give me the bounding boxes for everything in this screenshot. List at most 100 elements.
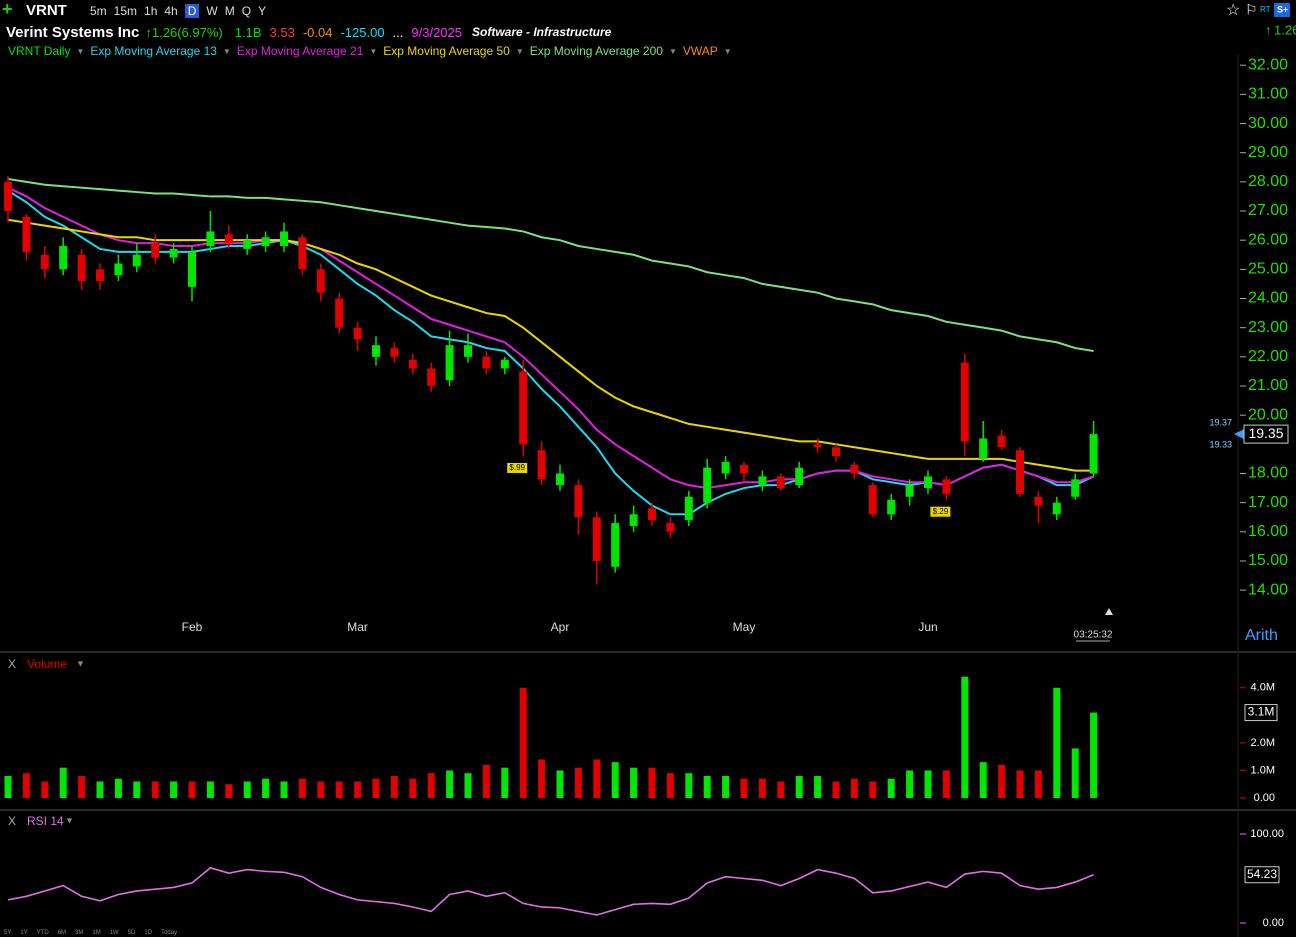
volume-bar [519, 687, 527, 798]
range-button[interactable]: 1D [144, 929, 153, 936]
y-tick-label: 4.0M [1251, 682, 1275, 694]
volume-bar [887, 778, 895, 798]
candle-body [335, 298, 344, 328]
s-plus-badge[interactable] [1274, 3, 1290, 17]
timeframe-button[interactable]: M [224, 4, 235, 18]
candle-body [445, 345, 454, 381]
candle-body [758, 476, 767, 486]
range-button[interactable]: 3M [75, 929, 84, 936]
candle-body [997, 435, 1006, 448]
caret[interactable]: ▼ [222, 46, 231, 56]
x-tick-label: Feb [182, 620, 203, 634]
caret[interactable]: ▼ [76, 46, 85, 56]
timeframe-button[interactable]: 5m [90, 4, 107, 18]
close-volume[interactable]: X [8, 657, 16, 671]
volume-bar [390, 775, 398, 798]
y-tick-label: 20.00 [1248, 406, 1288, 423]
flag-icon[interactable]: ⚐ [1245, 2, 1258, 18]
symbol[interactable]: VRNT [26, 2, 67, 19]
legend: VRNT Daily ▼ Exp Moving Average 13 ▼ Exp Mov… [8, 42, 732, 60]
timeframe-button[interactable]: 1h [144, 4, 158, 18]
caret[interactable]: ▼ [668, 46, 677, 56]
volume-bar [814, 775, 822, 798]
x-tick-label: May [733, 620, 756, 634]
volume-bar [262, 778, 270, 798]
timeframe-button[interactable]: 15m [113, 4, 138, 18]
range-button[interactable]: 5D [127, 929, 136, 936]
timeframe-button[interactable]: D [184, 4, 200, 18]
volume-bar [354, 781, 362, 798]
timeframe-button[interactable]: W [206, 4, 218, 18]
y-tick-label: 2.0M [1251, 737, 1275, 749]
timeframe-button[interactable]: Q [241, 4, 252, 18]
caret[interactable]: ▼ [723, 46, 732, 56]
range-button[interactable]: YTD [36, 929, 49, 936]
timeframe-button[interactable]: 4h [164, 4, 178, 18]
caret[interactable]: ▼ [76, 658, 85, 668]
volume-badge [1244, 704, 1278, 722]
volume-bar [225, 784, 233, 798]
candle-body [243, 240, 252, 249]
volume-bar [961, 676, 969, 798]
legend-entry[interactable]: VRNT Daily [8, 44, 71, 58]
y-tick-label: 25.00 [1248, 261, 1288, 278]
candle-body [611, 523, 620, 567]
industry: Software - Infrastructure [472, 25, 612, 39]
volume-bar [906, 770, 914, 798]
caret[interactable]: ▼ [369, 46, 378, 56]
volume-bar [666, 773, 674, 798]
legend-entry[interactable]: Exp Moving Average 50 [383, 44, 510, 58]
range-button[interactable]: 1M [92, 929, 101, 936]
candle-body [353, 327, 362, 340]
scale-mode[interactable]: Arith [1245, 627, 1278, 644]
candle-body [850, 464, 859, 474]
volume-bar [41, 781, 49, 798]
caret[interactable]: ▼ [515, 46, 524, 56]
candle-body [169, 248, 178, 258]
volume-bar [206, 781, 214, 798]
range-button[interactable]: 1Y [20, 929, 28, 936]
candle-body [1034, 496, 1043, 506]
legend-entry[interactable]: Exp Moving Average 21 [236, 44, 364, 58]
y-tick-label: 32.00 [1248, 56, 1288, 73]
volume-bar [243, 781, 251, 798]
candle-body [40, 254, 49, 270]
x-tick-label: Jun [918, 620, 937, 634]
y-tick-label: 30.00 [1248, 115, 1288, 132]
legend-entry[interactable]: Exp Moving Average 200 [529, 44, 663, 58]
volume-bar [648, 767, 656, 798]
timeframe-button[interactable]: Y [258, 4, 267, 18]
y-tick-label: 17.00 [1248, 494, 1288, 511]
volume-bar [409, 778, 417, 798]
close-rsi[interactable]: X [8, 814, 16, 828]
candle-body [372, 345, 380, 357]
candle-body [795, 467, 804, 486]
candle-body [887, 499, 896, 515]
legend-entry[interactable]: VWAP [682, 44, 718, 58]
caret[interactable]: ▼ [65, 815, 74, 825]
bid: 19.33 [1209, 439, 1232, 449]
change-arrow: ↑ [1265, 22, 1272, 37]
range-button[interactable]: 6M [57, 929, 67, 936]
y-tick-label: 24.00 [1248, 290, 1288, 307]
scroll-arrow[interactable] [1105, 608, 1113, 615]
rsi-line [7, 866, 1094, 916]
volume-bar [924, 770, 932, 798]
candle-body [924, 476, 932, 489]
candle-body [979, 438, 988, 459]
range-button[interactable]: 5Y [4, 929, 12, 936]
volume-bar [298, 778, 306, 798]
legend-entry[interactable]: Exp Moving Average 13 [90, 44, 217, 58]
range-button[interactable]: Today [161, 929, 178, 936]
quote-field: ... [392, 24, 404, 40]
volume-bar [740, 778, 748, 798]
quote-field: -125.00 [340, 24, 385, 40]
candle-body [960, 362, 969, 442]
volume-bar [556, 770, 564, 798]
range-button[interactable]: 1W [109, 929, 119, 936]
y-tick-label: 23.00 [1248, 319, 1288, 336]
add-icon[interactable]: + [2, 0, 13, 19]
quote-field: 9/3/2025 [411, 24, 462, 40]
star-icon[interactable]: ☆ [1226, 2, 1240, 19]
change: ↑1.26(6.97%) [145, 24, 223, 40]
